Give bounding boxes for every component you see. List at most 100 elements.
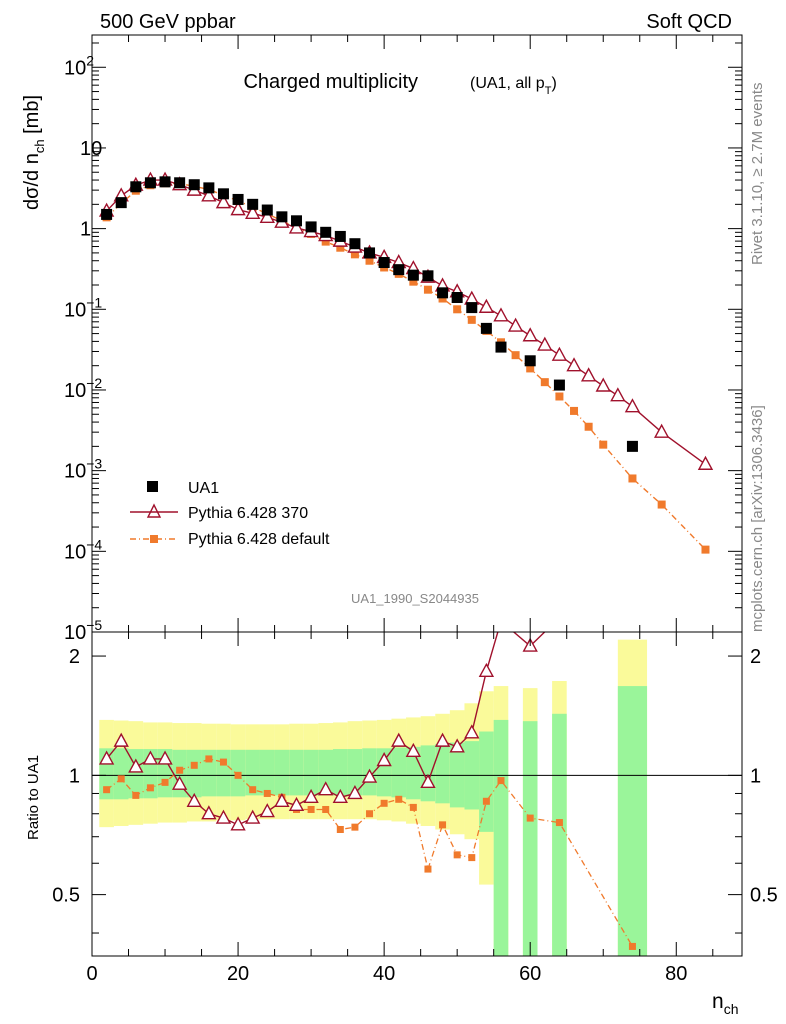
data-point-ua1 (101, 208, 113, 220)
ratio-point-pythia-370 (553, 611, 566, 623)
ratio-point-pythia-default (103, 786, 111, 794)
main-y-ticks: 102 10 1 10−1 10−2 10−3 10−4 10−5 (64, 42, 742, 644)
ratio-x-ticks: 0 20 40 60 80 (86, 632, 714, 985)
data-point-ua1 (217, 188, 229, 200)
ratio-uncertainty-bands (92, 639, 742, 956)
ratio-point-pythia-370 (449, 738, 465, 753)
y-tick-label: 10−3 (64, 456, 102, 483)
ratio-point-pythia-370 (347, 784, 363, 800)
data-point-ua1 (130, 181, 142, 193)
main-panel: 102 10 1 10−1 10−2 10−3 10−4 10−5 Charged multi… (21, 34, 743, 644)
data-point-ua1 (451, 292, 463, 304)
data-point-pythia-default (423, 285, 432, 294)
data-point-pythia-default (570, 406, 579, 415)
data-point-pythia-370 (493, 307, 509, 322)
data-point-ua1 (144, 177, 156, 189)
data-point-pythia-370 (288, 219, 305, 234)
legend-label-ua1: UA1 (188, 480, 219, 497)
data-point-pythia-370 (537, 336, 553, 351)
data-point-ua1 (422, 270, 434, 282)
ratio-point-pythia-default (219, 758, 227, 766)
ratio-point-pythia-370 (434, 732, 451, 747)
data-point-pythia-default (467, 315, 476, 324)
data-point-pythia-default (657, 500, 666, 509)
x-tick-label: 40 (373, 963, 395, 985)
main-series-layer (98, 171, 714, 554)
data-point-pythia-370 (697, 455, 714, 470)
ratio-point-pythia-370 (405, 742, 422, 757)
main-y-axis-label: dσ/d nch [mb] (21, 95, 47, 210)
data-point-pythia-default (438, 294, 447, 303)
data-point-ua1 (349, 238, 361, 250)
data-point-pythia-370 (478, 298, 495, 313)
series-line-pythia-370 (106, 179, 706, 465)
data-point-pythia-370 (610, 387, 626, 402)
data-point-ua1 (364, 247, 376, 259)
ratio-y-tick-label-right: 2 (750, 646, 761, 668)
data-point-ua1 (524, 355, 536, 367)
data-point-pythia-default (599, 440, 608, 449)
ratio-point-pythia-370 (288, 796, 305, 812)
ratio-point-pythia-default (409, 803, 417, 811)
data-point-ua1 (174, 177, 186, 189)
ratio-point-pythia-370 (244, 809, 261, 824)
ratio-point-pythia-default (555, 819, 563, 827)
data-point-pythia-370 (566, 357, 582, 372)
band-inner-segment (128, 749, 144, 799)
ratio-point-pythia-370 (274, 792, 290, 807)
ratio-point-pythia-370 (201, 805, 217, 820)
band-inner-segment (113, 748, 129, 800)
chart-title: Charged multiplicity (243, 71, 418, 93)
x-tick-label: 80 (665, 963, 687, 985)
ratio-point-pythia-default (234, 771, 242, 779)
mcplots-source-label: mcplots.cern.ch [arXiv:1306.3436] (749, 405, 766, 632)
band-inner-segment (420, 745, 436, 802)
band-inner-segment (289, 749, 304, 796)
ratio-point-pythia-370 (142, 750, 159, 765)
chart-subtitle: (UA1, all pT) (470, 75, 557, 97)
ratio-point-pythia-default (132, 791, 140, 799)
band-inner-segment (435, 743, 450, 804)
x-tick-label: 60 (519, 963, 541, 985)
data-point-pythia-370 (624, 398, 641, 413)
data-point-ua1 (437, 287, 449, 299)
y-tick-label: 10 (80, 138, 102, 160)
band-inner-segment (186, 749, 202, 798)
ratio-point-pythia-default (628, 942, 636, 950)
y-tick-label: 102 (64, 52, 94, 79)
y-tick-label: 10−1 (64, 294, 102, 321)
y-tick-label: 10−2 (64, 375, 102, 402)
data-point-ua1 (480, 322, 492, 334)
ratio-y-tick-label: 1 (69, 765, 80, 787)
ratio-point-pythia-default (453, 851, 461, 859)
y-tick-label: 1 (80, 219, 91, 241)
ratio-point-pythia-default (322, 805, 330, 813)
legend-label-p370: Pythia 6.428 370 (188, 505, 308, 522)
band-inner-segment (303, 749, 319, 796)
data-point-ua1 (276, 211, 288, 223)
ratio-point-pythia-default (439, 821, 447, 829)
ratio-point-pythia-default (263, 789, 271, 797)
ratio-point-pythia-default (526, 814, 534, 822)
data-point-pythia-370 (507, 317, 524, 332)
header-left: 500 GeV ppbar (100, 11, 236, 33)
ratio-point-pythia-default (482, 797, 490, 805)
data-point-pythia-370 (215, 194, 232, 209)
main-x-ticks (91, 35, 714, 632)
data-point-pythia-default (365, 256, 374, 265)
data-point-ua1 (159, 176, 171, 188)
ratio-point-pythia-370 (98, 750, 115, 765)
data-point-pythia-default (409, 277, 418, 286)
ratio-point-pythia-370 (186, 792, 202, 807)
ratio-point-pythia-370 (376, 752, 392, 767)
header-right: Soft QCD (646, 11, 732, 33)
band-inner-segment (216, 749, 231, 797)
data-point-pythia-default (350, 250, 359, 259)
ratio-point-pythia-default (380, 799, 388, 807)
ratio-frame (91, 631, 743, 957)
data-point-pythia-370 (522, 327, 538, 342)
ratio-point-pythia-370 (361, 768, 378, 783)
band-inner-segment (201, 749, 217, 797)
data-point-pythia-default (540, 378, 549, 387)
